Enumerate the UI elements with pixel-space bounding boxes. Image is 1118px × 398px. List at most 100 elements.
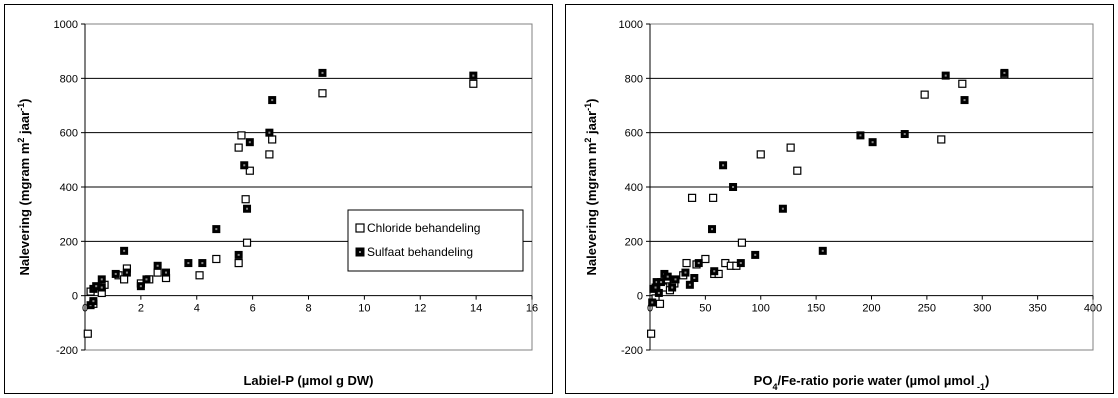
data-point xyxy=(469,79,478,88)
data-point-highlight xyxy=(697,262,700,265)
data-point xyxy=(647,329,656,338)
legend-box xyxy=(347,209,524,272)
data-point-highlight xyxy=(684,271,687,274)
data-point-highlight xyxy=(114,272,117,275)
data-point xyxy=(83,329,92,338)
x-tick-label: 200 xyxy=(862,303,880,315)
data-point-highlight xyxy=(871,141,874,144)
data-point-highlight xyxy=(1003,71,1006,74)
data-point xyxy=(120,275,129,284)
x-tick-label: 400 xyxy=(1084,303,1102,315)
data-point-highlight xyxy=(145,278,148,281)
data-point-highlight xyxy=(246,207,249,210)
data-point xyxy=(242,238,252,247)
x-tick-label: 14 xyxy=(470,303,482,315)
data-point-highlight xyxy=(237,253,240,256)
y-axis-title: Nalevering (mgram m2 jaar-1) xyxy=(583,98,599,275)
data-point-highlight xyxy=(248,141,251,144)
y-tick-label: 600 xyxy=(625,128,643,140)
data-point xyxy=(265,150,274,159)
y-tick-label: 200 xyxy=(625,236,643,248)
data-point-highlight xyxy=(732,186,735,188)
data-point-highlight xyxy=(187,262,190,265)
y-axis-title: Nalevering (mgram m2 jaar-1) xyxy=(16,98,32,275)
data-point-highlight xyxy=(89,304,92,307)
x-tick-label: 100 xyxy=(752,303,770,315)
y-tick-label: 1000 xyxy=(54,19,78,31)
y-tick-label: 400 xyxy=(60,182,78,194)
data-point xyxy=(756,150,765,159)
series-sulfaat xyxy=(86,68,478,310)
data-point xyxy=(237,131,246,140)
data-point-highlight xyxy=(944,74,947,77)
series-chloride xyxy=(647,70,1009,338)
x-tick-label: 50 xyxy=(699,303,711,315)
chart-panel-left: -200 0 200 400 600 800 1000 0 2 4 6 8 10 12 14 16 Labiel… xyxy=(4,4,553,394)
chart-panel-right: -200 0 200 400 600 800 1000 0 50 100 150 200 250 300 3… xyxy=(565,4,1114,394)
legend-marker-highlight xyxy=(359,251,361,253)
data-point-highlight xyxy=(674,278,677,281)
data-point xyxy=(709,193,718,202)
y-tick-label: 800 xyxy=(625,73,643,85)
data-point-highlight xyxy=(963,99,966,102)
data-point-highlight xyxy=(655,281,658,284)
data-point-highlight xyxy=(123,249,126,252)
data-point-highlight xyxy=(657,291,660,294)
data-point xyxy=(786,143,795,152)
x-tick-label: 250 xyxy=(918,303,936,315)
data-point xyxy=(268,135,277,144)
data-point xyxy=(737,238,747,247)
data-point xyxy=(793,166,802,175)
data-point-highlight xyxy=(722,164,725,167)
data-point-highlight xyxy=(859,134,862,137)
data-point xyxy=(212,254,221,264)
y-tick-label: 600 xyxy=(60,128,78,140)
series-sulfaat xyxy=(648,68,1009,307)
legend-entry: Sulfaat behandeling xyxy=(367,245,473,259)
data-point-highlight xyxy=(95,285,98,288)
data-point xyxy=(318,89,327,98)
data-point xyxy=(234,143,243,152)
data-point-highlight xyxy=(671,286,674,289)
x-tick-label: 0 xyxy=(647,303,653,315)
legend-entry: Chloride behandeling xyxy=(367,221,480,235)
chart-left: -200 0 200 400 600 800 1000 0 2 4 6 8 10 12 14 16 Labiel… xyxy=(16,19,538,388)
data-point-highlight xyxy=(321,71,324,74)
data-point-highlight xyxy=(651,301,654,304)
data-point-highlight xyxy=(654,286,657,289)
data-point xyxy=(245,166,254,175)
data-point-highlight xyxy=(666,275,669,278)
data-point-highlight xyxy=(139,285,142,288)
data-point-highlight xyxy=(754,253,757,256)
data-point-highlight xyxy=(739,262,742,265)
data-point-highlight xyxy=(711,228,714,231)
data-point xyxy=(937,135,946,144)
data-point-highlight xyxy=(243,164,246,167)
y-tick-label: -200 xyxy=(56,345,78,357)
data-point-highlight xyxy=(472,74,475,77)
data-point-highlight xyxy=(156,264,159,267)
x-tick-label: 12 xyxy=(414,303,426,315)
x-tick-label: 2 xyxy=(138,303,144,315)
data-point xyxy=(682,258,691,268)
data-point xyxy=(153,268,162,277)
chart-right: -200 0 200 400 600 800 1000 0 50 100 150 200 250 300 3… xyxy=(583,19,1102,392)
x-tick-label: 6 xyxy=(250,303,256,315)
x-tick-label: 350 xyxy=(1028,303,1046,315)
data-point-highlight xyxy=(92,300,95,303)
data-point-highlight xyxy=(271,99,274,102)
data-point-highlight xyxy=(713,270,716,273)
legend: Chloride behandeling Sulfaat behandeling xyxy=(347,209,524,272)
legend-marker-open xyxy=(355,223,365,233)
data-point-highlight xyxy=(100,286,103,289)
y-tick-label: 0 xyxy=(72,291,78,303)
data-point-highlight xyxy=(201,262,204,265)
data-point-highlight xyxy=(693,277,696,280)
data-point-highlight xyxy=(688,283,691,286)
x-axis-title: Labiel-P (µmol g DW) xyxy=(243,373,373,388)
x-tick-label: 0 xyxy=(82,303,88,315)
data-point-highlight xyxy=(903,133,906,136)
y-tick-label: 200 xyxy=(60,236,78,248)
data-point-highlight xyxy=(821,249,824,252)
y-tick-label: -200 xyxy=(621,345,643,357)
